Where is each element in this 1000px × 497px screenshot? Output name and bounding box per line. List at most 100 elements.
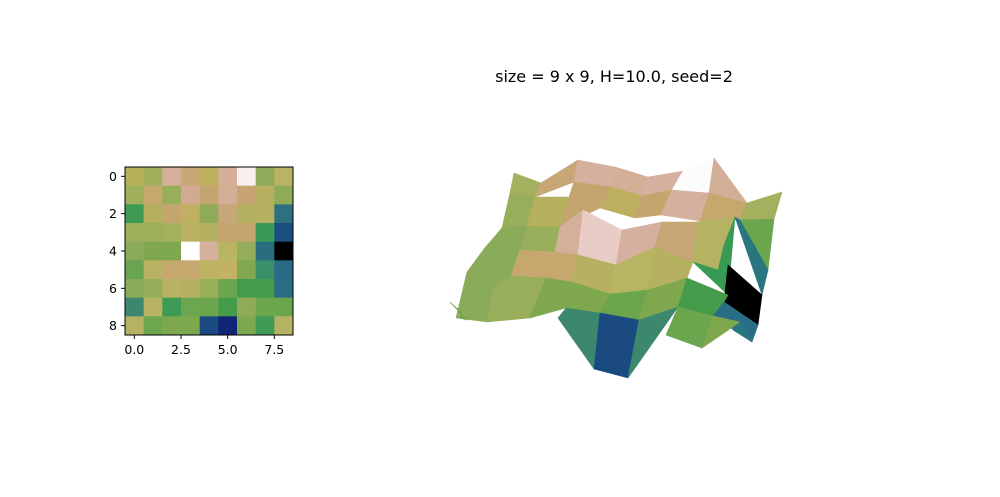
heatmap-cell	[125, 167, 144, 186]
heatmap-cell	[255, 297, 275, 317]
heatmap-cell	[218, 241, 238, 261]
heatmap-cell	[162, 316, 182, 336]
x-tick-label: 5.0	[218, 342, 238, 357]
surface-face	[486, 275, 547, 323]
heatmap-cell	[255, 167, 275, 186]
heatmap-panel: 0.0 2.5 5.0 7.5 0 2 4 6 8	[109, 166, 294, 357]
heatmap-cell	[255, 279, 275, 298]
heatmap-cell	[162, 223, 182, 242]
heatmap-cell	[255, 185, 275, 205]
surface-face	[692, 216, 736, 296]
heatmap-cell	[255, 204, 275, 224]
heatmap-cell	[199, 260, 219, 280]
heatmap-cell	[218, 185, 238, 205]
heatmap-cell	[255, 260, 275, 280]
heatmap-cell	[162, 279, 182, 298]
y-tick-label: 0	[109, 169, 117, 184]
heatmap-cell	[218, 316, 238, 336]
heatmap-cell	[274, 223, 294, 242]
heatmap-cell	[237, 279, 256, 298]
heatmap-cell	[218, 223, 238, 242]
surface-face	[519, 225, 561, 253]
x-tick-label: 7.5	[264, 342, 284, 357]
heatmap-cell	[274, 316, 294, 336]
heatmap-cell	[237, 185, 256, 205]
y-tick-label: 6	[109, 281, 117, 296]
surface-face	[449, 301, 468, 321]
heatmap-cell	[255, 223, 275, 242]
heatmap-cell	[125, 204, 144, 224]
heatmap-cell	[143, 223, 163, 242]
heatmap-cell	[218, 260, 238, 280]
heatmap-cell	[181, 167, 200, 186]
heatmap-cell	[199, 241, 219, 261]
heatmap-cell	[274, 167, 294, 186]
heatmap-cell	[274, 297, 294, 317]
heatmap-cell	[255, 316, 275, 336]
heatmap-cell	[125, 297, 144, 317]
heatmap-cell	[255, 241, 275, 261]
heatmap-cell	[218, 204, 238, 224]
heatmap-cell	[199, 223, 219, 242]
heatmap-cell	[162, 204, 182, 224]
heatmap-cell	[218, 279, 238, 298]
heatmap-cell	[125, 241, 144, 261]
heatmap-cell	[125, 316, 144, 336]
heatmap-cell	[162, 260, 182, 280]
heatmap-cell	[237, 297, 256, 317]
heatmap-cell	[274, 260, 294, 280]
heatmap-cell	[218, 297, 238, 317]
surface-title: size = 9 x 9, H=10.0, seed=2	[495, 67, 733, 86]
heatmap-cell	[143, 297, 163, 317]
heatmap-cell	[181, 185, 200, 205]
heatmap-cell	[125, 223, 144, 242]
heatmap-cell	[237, 223, 256, 242]
surface-face	[627, 306, 679, 379]
heatmap-cell	[274, 241, 294, 261]
heatmap-cell	[237, 316, 256, 336]
heatmap-cell	[181, 279, 200, 298]
heatmap-cell	[125, 185, 144, 205]
heatmap-cell	[162, 297, 182, 317]
heatmap-cell	[181, 260, 200, 280]
heatmap-cell	[143, 185, 163, 205]
heatmap-cell	[143, 167, 163, 186]
heatmap-cell	[143, 241, 163, 261]
heatmap-cell	[237, 241, 256, 261]
heatmap-cell	[199, 297, 219, 317]
x-tick-label: 2.5	[171, 342, 191, 357]
heatmap-cell	[274, 279, 294, 298]
heatmap-cell	[162, 167, 182, 186]
heatmap-cell	[199, 185, 219, 205]
heatmap-cell	[181, 297, 200, 317]
surface-face	[701, 315, 741, 349]
heatmap-cell	[125, 260, 144, 280]
heatmap-cell	[218, 167, 238, 186]
heatmap-cell	[181, 241, 200, 261]
heatmap-x-axis: 0.0 2.5 5.0 7.5	[124, 335, 284, 357]
y-tick-label: 4	[109, 244, 117, 259]
heatmap-cell	[199, 279, 219, 298]
heatmap-cell	[237, 204, 256, 224]
y-tick-label: 8	[109, 318, 117, 333]
surface-panel: size = 9 x 9, H=10.0, seed=2	[449, 67, 783, 379]
heatmap-cells	[125, 167, 294, 336]
heatmap-cell	[181, 316, 200, 336]
heatmap-cell	[199, 167, 219, 186]
y-tick-label: 2	[109, 206, 117, 221]
x-tick-label: 0.0	[124, 342, 144, 357]
heatmap-cell	[181, 204, 200, 224]
heatmap-cell	[143, 316, 163, 336]
heatmap-cell	[162, 241, 182, 261]
heatmap-cell	[181, 223, 200, 242]
heatmap-cell	[143, 260, 163, 280]
surface-face	[732, 321, 753, 343]
heatmap-cell	[162, 185, 182, 205]
heatmap-cell	[143, 279, 163, 298]
surface-faces	[449, 157, 783, 379]
heatmap-cell	[125, 279, 144, 298]
heatmap-cell	[237, 260, 256, 280]
heatmap-cell	[199, 316, 219, 336]
heatmap-cell	[274, 204, 294, 224]
